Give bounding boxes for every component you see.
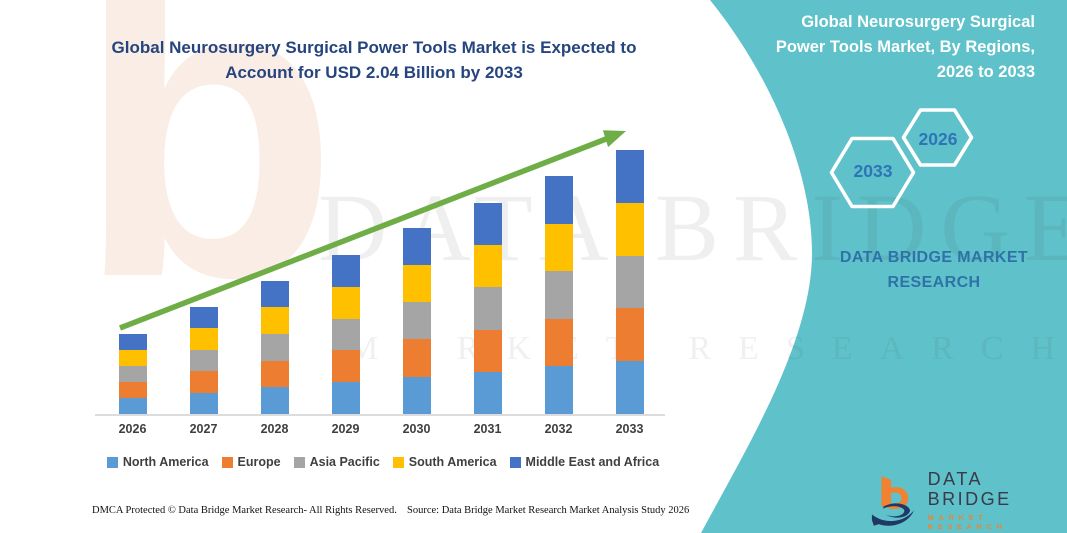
footer-source-text: Source: Data Bridge Market Research Mark… xyxy=(407,505,690,516)
bar-segment xyxy=(544,366,573,414)
bar-segment xyxy=(615,150,644,203)
bar-segment xyxy=(402,264,431,303)
legend-label: North America xyxy=(122,455,209,469)
bar-2026 xyxy=(118,334,147,414)
bar-segment xyxy=(260,280,289,308)
bar-segment xyxy=(118,350,147,366)
bar-segment xyxy=(189,306,218,328)
x-axis-labels: 2026 2027 2028 2029 2030 2031 2032 2033 xyxy=(95,422,665,440)
panel-brand-text: DATA BRIDGE MARKET RESEARCH xyxy=(839,249,1029,291)
bar-segment xyxy=(260,307,289,334)
bar-segment xyxy=(473,371,502,414)
legend-item: Asia Pacific xyxy=(293,455,380,469)
legend-label: South America xyxy=(408,455,497,469)
legend-item: Middle East and Africa xyxy=(509,455,660,469)
hexagon-badges xyxy=(829,108,974,209)
right-panel-title: Global Neurosurgery Surgical Power Tools… xyxy=(775,13,1035,81)
logo-name: DATA BRIDGE xyxy=(927,469,1012,509)
bar-segment xyxy=(402,302,431,340)
bar-segment xyxy=(402,339,431,377)
bar-segment xyxy=(260,333,289,361)
bar-segment xyxy=(473,245,502,288)
bar-segment xyxy=(331,318,360,351)
bar-segment xyxy=(615,202,644,256)
legend-item: North America xyxy=(106,455,209,469)
legend-label: Asia Pacific xyxy=(309,455,380,469)
bar-segment xyxy=(331,286,360,319)
bar-segment xyxy=(260,387,289,414)
bar-segment xyxy=(118,398,147,414)
bar-segment xyxy=(615,255,644,309)
bar-segment xyxy=(189,392,218,414)
x-axis-label: 2028 xyxy=(260,422,289,436)
bar-segment xyxy=(544,271,573,319)
x-axis-label: 2030 xyxy=(402,422,431,436)
x-axis-label: 2027 xyxy=(189,422,218,436)
x-axis-label: 2033 xyxy=(615,422,644,436)
legend-swatch xyxy=(106,456,118,468)
bar-segment xyxy=(544,176,573,224)
legend-item: South America xyxy=(392,455,497,469)
bar-segment xyxy=(331,350,360,383)
x-axis-label: 2026 xyxy=(118,422,147,436)
legend-swatch xyxy=(509,456,521,468)
bar-segment xyxy=(473,203,502,246)
bar-segment xyxy=(615,308,644,362)
bar-2029 xyxy=(331,255,360,414)
bar-2032 xyxy=(544,176,573,414)
legend-label: Middle East and Africa xyxy=(525,455,660,469)
hexagon-year-2026: 2026 xyxy=(918,129,958,149)
bar-2028 xyxy=(260,280,289,414)
legend-label: Europe xyxy=(237,455,281,469)
footer-dmca-text: DMCA Protected © Data Bridge Market Rese… xyxy=(92,505,397,516)
bar-2030 xyxy=(402,227,431,414)
bar-segment xyxy=(118,366,147,382)
legend-swatch xyxy=(293,456,305,468)
bar-segment xyxy=(118,382,147,398)
bar-segment xyxy=(331,255,360,287)
bar-segment xyxy=(189,349,218,371)
chart-title: Global Neurosurgery Surgical Power Tools… xyxy=(111,38,637,82)
legend-item: Europe xyxy=(221,455,281,469)
bar-2031 xyxy=(473,203,502,414)
hexagon-year-2033: 2033 xyxy=(853,161,893,181)
legend-swatch xyxy=(221,456,233,468)
bar-segment xyxy=(544,318,573,367)
x-axis-label: 2032 xyxy=(544,422,573,436)
databridge-logo: DATA BRIDGE MARKET RESEARCH xyxy=(870,469,1067,531)
bar-segment xyxy=(402,227,431,265)
bar-segment xyxy=(260,360,289,388)
bar-segment xyxy=(331,382,360,414)
bar-segment xyxy=(615,361,644,414)
x-axis-label: 2031 xyxy=(473,422,502,436)
bar-2027 xyxy=(189,306,218,414)
legend-swatch xyxy=(392,456,404,468)
logo-tagline: MARKET RESEARCH xyxy=(927,512,1007,531)
plot-area xyxy=(95,120,665,416)
bar-segment xyxy=(473,287,502,330)
chart-legend: North America Europe Asia Pacific South Ame… xyxy=(88,455,678,469)
bar-segment xyxy=(402,376,431,414)
x-axis-label: 2029 xyxy=(331,422,360,436)
hexagon-2026 xyxy=(901,108,974,167)
bar-segment xyxy=(189,371,218,393)
databridge-b-icon xyxy=(871,476,914,527)
bar-segment xyxy=(118,334,147,350)
chart-plot-wrapper: 2026 2027 2028 2029 2030 2031 2032 2033 xyxy=(95,120,665,436)
hexagon-2033 xyxy=(829,136,916,209)
bar-2033 xyxy=(615,150,644,414)
bar-segment xyxy=(189,328,218,350)
bar-segment xyxy=(544,223,573,272)
bar-segment xyxy=(473,329,502,372)
